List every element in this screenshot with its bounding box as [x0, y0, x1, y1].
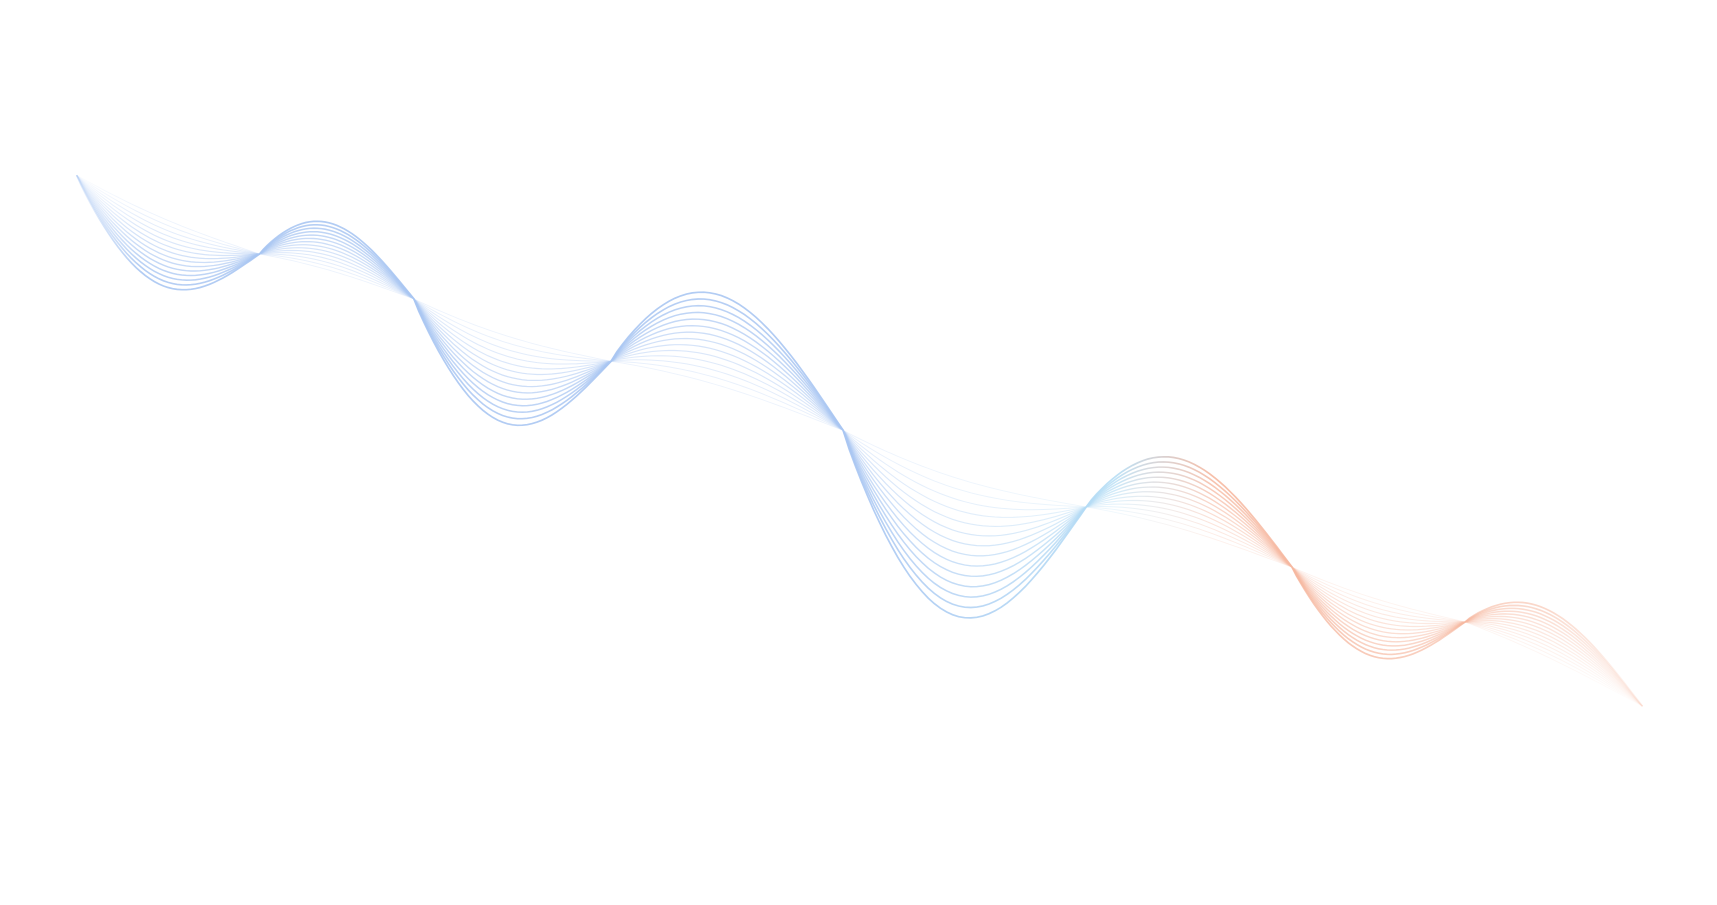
wave-line: [75, 174, 1644, 707]
wave-lines: [75, 174, 1644, 707]
